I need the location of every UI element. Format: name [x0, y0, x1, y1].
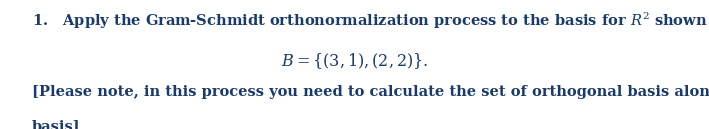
Text: basis]: basis]	[32, 119, 81, 129]
Text: $B = \{(3,1),(2,2)\}.$: $B = \{(3,1),(2,2)\}.$	[281, 52, 428, 71]
Text: 1.   Apply the Gram-Schmidt orthonormalization process to the basis for $R^2$ sh: 1. Apply the Gram-Schmidt orthonormaliza…	[32, 10, 709, 31]
Text: [Please note, in this process you need to calculate the set of orthogonal basis : [Please note, in this process you need t…	[32, 85, 709, 99]
